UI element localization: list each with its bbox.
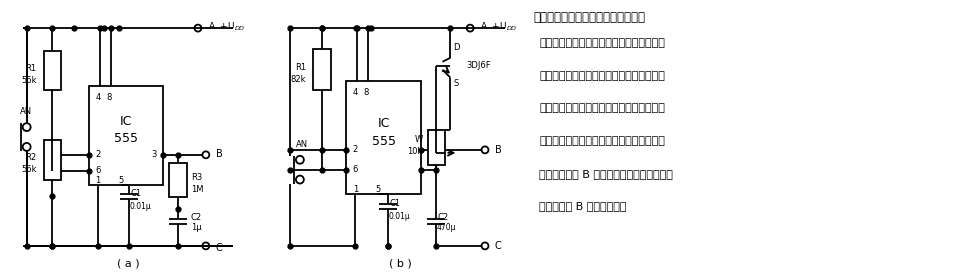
Text: 就可以构成触按式可控硅过零开关。只要将: 就可以构成触按式可控硅过零开关。只要将 [539, 136, 665, 146]
Bar [44, 51, 61, 90]
Text: 6: 6 [95, 166, 101, 175]
Text: 4: 4 [95, 93, 101, 102]
Text: 56k: 56k [21, 165, 37, 174]
Text: ( a ): ( a ) [117, 259, 140, 269]
Bar [89, 86, 163, 185]
Text: 3: 3 [151, 150, 157, 159]
Text: 控制输入端 B 点相连即可。: 控制输入端 B 点相连即可。 [539, 201, 626, 211]
Bar [169, 163, 187, 197]
Text: 5: 5 [118, 176, 123, 185]
Text: W: W [414, 135, 422, 144]
Text: 1M: 1M [191, 185, 203, 194]
Text: A  +U$_{DD}$: A +U$_{DD}$ [480, 21, 517, 33]
Text: C2: C2 [437, 213, 448, 222]
Text: 555: 555 [371, 135, 395, 148]
Text: C: C [215, 243, 222, 253]
Text: 2: 2 [353, 145, 358, 154]
Text: R1: R1 [25, 64, 37, 73]
Text: 1μ: 1μ [191, 222, 202, 232]
Text: AN: AN [19, 107, 32, 116]
Text: 开关，后者触按式长延时定时开关。将其与: 开关，后者触按式长延时定时开关。将其与 [539, 71, 665, 81]
Text: 电路为触按式开关电路，前者为触按式通断: 电路为触按式开关电路，前者为触按式通断 [539, 38, 665, 48]
Bar [44, 140, 61, 180]
Text: R1: R1 [295, 63, 305, 72]
Text: S: S [453, 79, 458, 88]
Text: 4: 4 [353, 88, 358, 97]
Text: R3: R3 [191, 173, 203, 182]
Text: 5: 5 [375, 185, 380, 194]
Bar [346, 81, 421, 194]
Text: 0.01μ: 0.01μ [389, 212, 410, 221]
Text: 此电路的输出 B 端与可控硅过零开关电路的: 此电路的输出 B 端与可控硅过零开关电路的 [539, 169, 672, 179]
Text: B: B [494, 145, 501, 155]
Text: 6: 6 [353, 165, 358, 174]
Text: 82k: 82k [290, 75, 305, 84]
Text: ( b ): ( b ) [390, 259, 412, 269]
Text: 1: 1 [353, 185, 358, 194]
Text: 2: 2 [95, 150, 101, 159]
Text: 8: 8 [363, 88, 368, 97]
Text: 触按式可控硅过零开关　下面的两个: 触按式可控硅过零开关 下面的两个 [532, 11, 644, 24]
Text: C1: C1 [131, 189, 141, 198]
Text: 555: 555 [114, 133, 138, 145]
Text: 3DJ6F: 3DJ6F [466, 61, 490, 70]
Text: R2: R2 [25, 153, 37, 162]
Text: 0.01μ: 0.01μ [130, 202, 151, 211]
Text: IC: IC [377, 117, 390, 130]
Text: 56k: 56k [21, 76, 37, 85]
Text: 10k: 10k [407, 147, 422, 156]
Text: C2: C2 [191, 213, 202, 222]
Text: 1: 1 [95, 176, 101, 185]
Bar [312, 49, 330, 90]
Text: C1: C1 [390, 199, 400, 208]
Text: 上一条的可控硅过零开关电路组合在一起，: 上一条的可控硅过零开关电路组合在一起， [539, 103, 665, 113]
Text: D: D [453, 43, 459, 53]
Text: C: C [494, 241, 501, 251]
Text: B: B [215, 149, 222, 159]
Text: IC: IC [120, 115, 132, 128]
Text: 8: 8 [106, 93, 111, 102]
Bar [427, 130, 445, 165]
Text: AN: AN [296, 141, 307, 149]
Text: 470μ: 470μ [436, 222, 455, 232]
Text: A  +U$_{DD}$: A +U$_{DD}$ [207, 21, 245, 33]
